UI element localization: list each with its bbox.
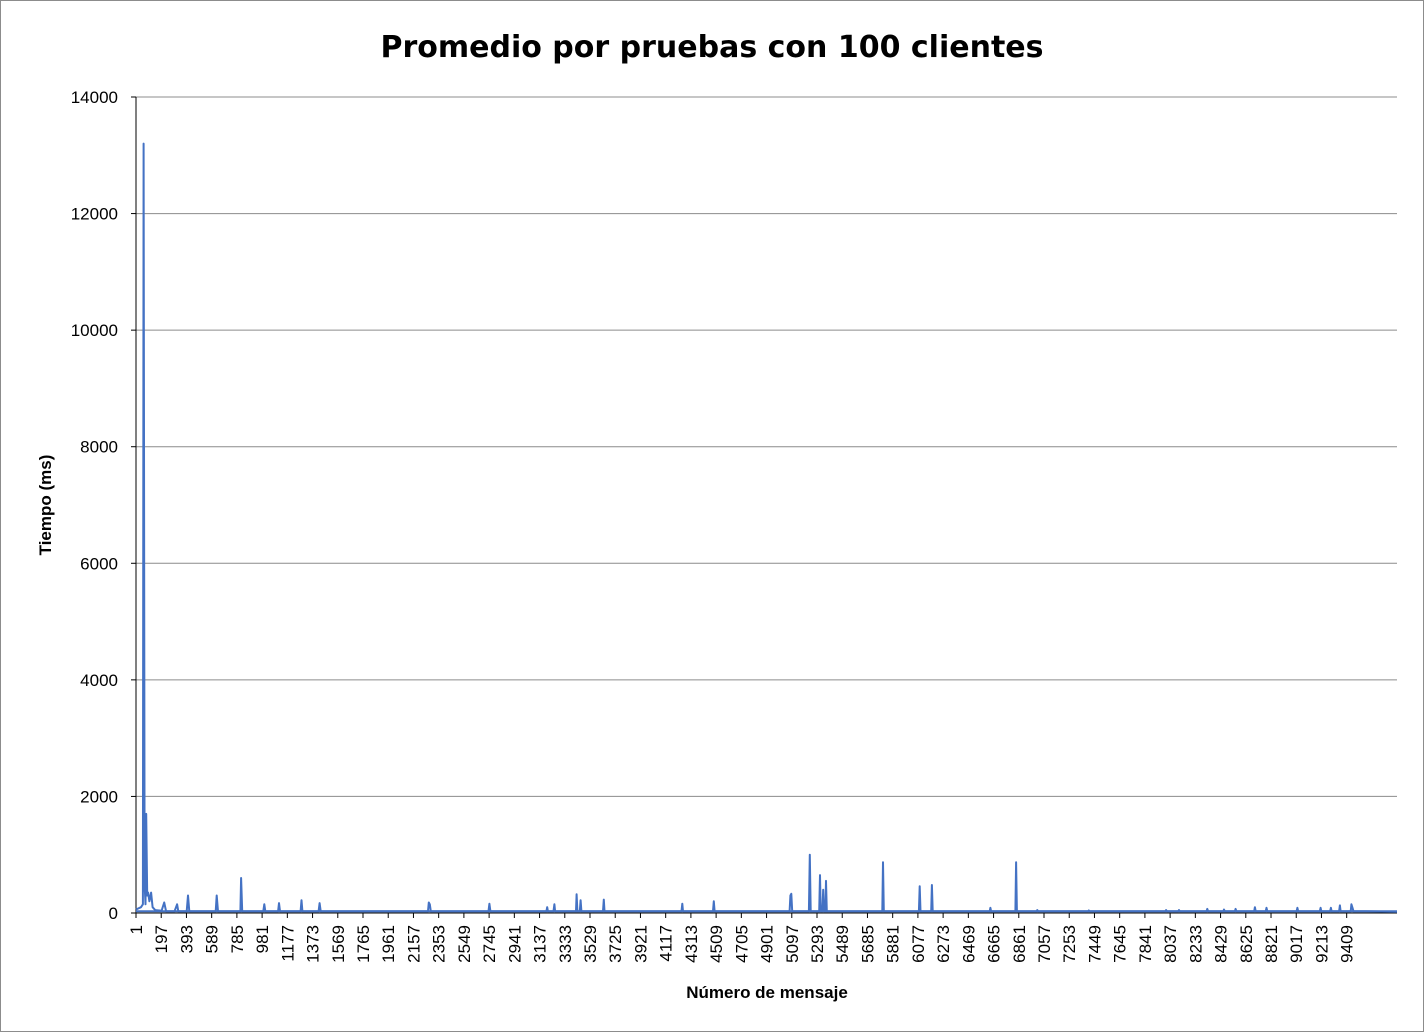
x-tick-label: 6273 — [934, 925, 953, 963]
x-tick-label: 8233 — [1186, 925, 1205, 963]
x-tick-label: 2353 — [430, 925, 449, 963]
x-tick-label: 8821 — [1262, 925, 1281, 963]
x-tick-label: 4509 — [707, 925, 726, 963]
x-tick-label: 1765 — [354, 925, 373, 963]
x-tick-label: 5489 — [833, 925, 852, 963]
x-tick-label: 6077 — [909, 925, 928, 963]
x-tick-label: 7645 — [1111, 925, 1130, 963]
x-tick-label: 5097 — [783, 925, 802, 963]
gridlines — [136, 96, 1397, 797]
chart-title: Promedio por pruebas con 100 clientes — [381, 30, 1044, 65]
y-tick-labels: 0 2000 4000 6000 8000 10000 12000 14000 — [71, 88, 136, 923]
x-tick-label: 393 — [177, 925, 196, 953]
x-tick-label: 5685 — [858, 925, 877, 963]
y-tick-label: 2000 — [80, 787, 118, 806]
y-tick-label: 6000 — [80, 554, 118, 573]
x-tick-label: 6469 — [959, 925, 978, 963]
x-tick-label: 785 — [228, 925, 247, 953]
x-tick-label: 3529 — [581, 925, 600, 963]
y-tick-label: 4000 — [80, 671, 118, 690]
x-tick-label: 1 — [127, 925, 146, 934]
x-tick-label: 2941 — [505, 925, 524, 963]
x-tick-label: 981 — [253, 925, 272, 953]
x-tick-label: 4901 — [758, 925, 777, 963]
x-tick-label: 2157 — [404, 925, 423, 963]
x-tick-label: 1177 — [278, 925, 297, 962]
x-tick-label: 9017 — [1287, 925, 1306, 963]
x-tick-label: 4117 — [657, 925, 676, 962]
x-tick-label: 4313 — [682, 925, 701, 963]
x-tick-label: 2549 — [455, 925, 474, 963]
x-tick-label: 3333 — [556, 925, 575, 963]
y-tick-label: 0 — [109, 904, 118, 923]
x-tick-label: 1569 — [329, 925, 348, 963]
x-tick-label: 3137 — [531, 925, 550, 963]
x-tick-label: 197 — [152, 925, 171, 953]
x-tick-label: 9213 — [1312, 925, 1331, 963]
x-tick-label: 7253 — [1060, 925, 1079, 963]
series-group — [135, 142, 1398, 913]
x-tick-label: 8429 — [1212, 925, 1231, 963]
x-tick-label: 4705 — [732, 925, 751, 963]
x-axis-title: Número de mensaje — [686, 983, 848, 1002]
x-tick-label: 1961 — [379, 925, 398, 963]
x-tick-label: 6861 — [1010, 925, 1029, 963]
x-tick-labels: 1 197 393 589 785 981 1177 1373 1569 1765 1961 2157… — [127, 913, 1357, 963]
x-tick-label: 7449 — [1085, 925, 1104, 963]
x-tick-label: 2745 — [480, 925, 499, 963]
y-tick-label: 10000 — [71, 321, 118, 340]
x-tick-label: 6665 — [985, 925, 1004, 963]
y-tick-label: 14000 — [71, 88, 118, 107]
x-tick-label: 5293 — [808, 925, 827, 963]
x-tick-label: 7841 — [1136, 925, 1155, 963]
x-tick-label: 3921 — [631, 925, 650, 963]
y-tick-label: 8000 — [80, 438, 118, 457]
x-tick-label: 5881 — [884, 925, 903, 963]
x-tick-label: 1373 — [304, 925, 323, 963]
x-tick-label: 7057 — [1035, 925, 1054, 963]
x-tick-label: 3725 — [606, 925, 625, 963]
x-tick-label: 589 — [203, 925, 222, 953]
y-axis-title: Tiempo (ms) — [36, 455, 55, 556]
x-tick-label: 8037 — [1161, 925, 1180, 963]
x-tick-label: 9409 — [1338, 925, 1357, 963]
x-tick-label: 8625 — [1237, 925, 1256, 963]
y-tick-label: 12000 — [71, 205, 118, 224]
